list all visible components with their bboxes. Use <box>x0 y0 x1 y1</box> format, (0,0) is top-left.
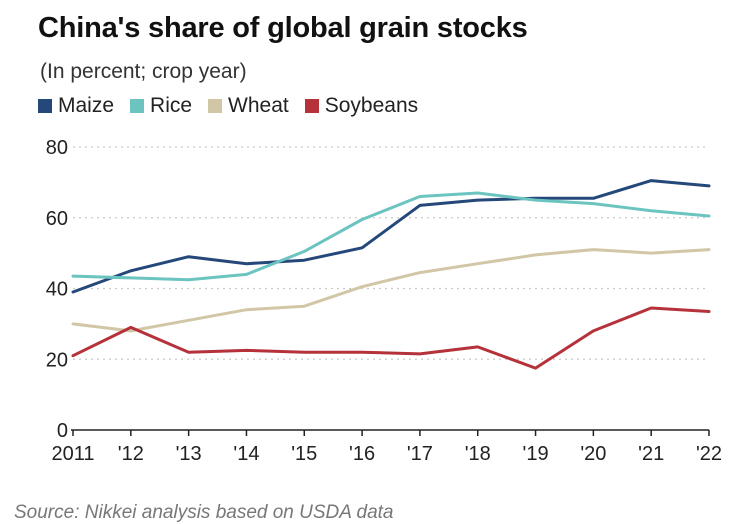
x-tick-label: '17 <box>407 443 433 465</box>
legend-swatch <box>38 99 52 113</box>
legend-swatch <box>130 99 145 113</box>
x-tick-label: '22 <box>696 443 722 465</box>
x-tick-label: '19 <box>523 443 549 465</box>
series-line-rice <box>71 191 711 282</box>
legend-swatch <box>208 99 223 113</box>
x-tick-label: '20 <box>580 443 606 465</box>
x-tick-label: '12 <box>118 443 144 465</box>
legend-label: Maize <box>58 94 115 117</box>
series-line-wheat <box>71 248 711 333</box>
x-tick-label: '13 <box>176 443 202 465</box>
legend-label: Rice <box>150 94 193 117</box>
legend-swatch <box>304 99 319 113</box>
source-note: Source: Nikkei analysis based on USDA da… <box>14 502 394 523</box>
legend-item-rice: Rice <box>130 94 192 118</box>
y-tick-label: 80 <box>46 137 68 159</box>
x-tick-label: '14 <box>233 443 259 465</box>
legend-label: Wheat <box>228 94 289 117</box>
chart-subtitle: (In percent; crop year) <box>40 60 247 83</box>
legend-item-soybeans: Soybeans <box>304 94 419 118</box>
x-tick-label: '16 <box>349 443 375 465</box>
y-tick-label: 60 <box>46 208 68 230</box>
legend-label: Soybeans <box>324 94 419 117</box>
legend: Maize Rice Wheat Soybeans <box>38 94 434 118</box>
chart-title: China's share of global grain stocks <box>38 12 528 44</box>
legend-item-maize: Maize <box>38 94 114 118</box>
x-tick-label: '21 <box>638 443 664 465</box>
y-tick-label: 20 <box>46 349 68 371</box>
x-tick-label: 2011 <box>51 443 94 465</box>
y-tick-label: 0 <box>57 420 68 442</box>
line-chart: 0 20 40 60 80 2011 '12 '13 '14 '15 '16 '17 '18 '19 '20… <box>46 137 722 465</box>
series-line-maize <box>71 179 711 294</box>
series-line-soybeans <box>71 306 711 370</box>
legend-item-wheat: Wheat <box>208 94 289 118</box>
x-tick-label: '15 <box>291 443 317 465</box>
y-tick-label: 40 <box>46 279 68 301</box>
x-tick-label: '18 <box>465 443 491 465</box>
